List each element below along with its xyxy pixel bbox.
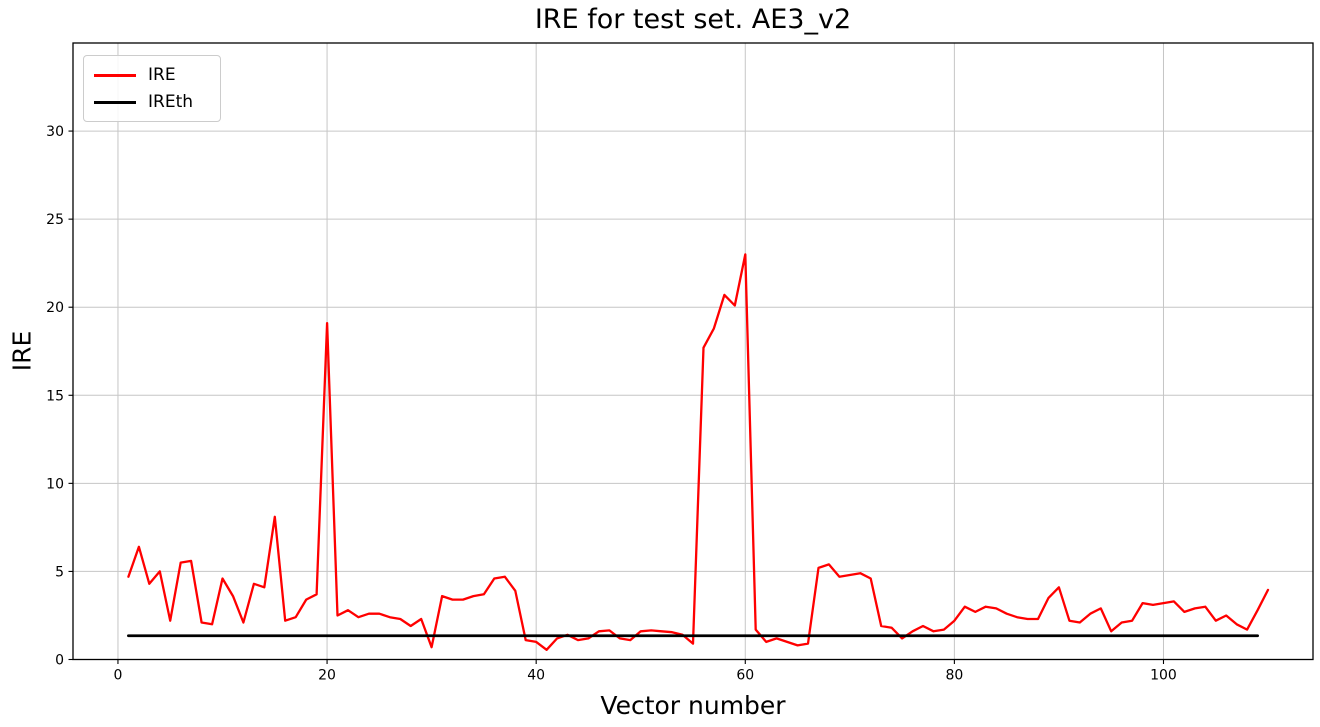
y-tick-label: 10 <box>46 476 64 492</box>
legend-label-ireth: IREth <box>148 91 194 112</box>
chart-title: IRE for test set. AE3_v2 <box>534 4 852 35</box>
legend-label-ire: IRE <box>148 65 176 85</box>
x-tick-label: 100 <box>1150 668 1177 684</box>
y-tick-label: 5 <box>55 564 64 580</box>
x-tick-label: 20 <box>318 668 336 684</box>
x-axis-label: Vector number <box>600 691 786 720</box>
x-tick-label: 60 <box>736 668 754 684</box>
y-tick-label: 20 <box>46 300 64 316</box>
y-tick-label: 25 <box>46 212 64 228</box>
x-tick-label: 80 <box>945 668 963 684</box>
x-tick-label: 0 <box>113 668 122 684</box>
legend-line-sample-ire <box>94 73 136 77</box>
y-tick-label: 0 <box>55 653 64 669</box>
y-tick-label: 15 <box>46 388 64 404</box>
axes-frame <box>72 42 1314 661</box>
legend: IRE IREth <box>83 55 221 123</box>
legend-line-sample-ireth <box>94 100 136 104</box>
y-axis-label: IRE <box>7 330 37 372</box>
legend-row-ire: IRE <box>92 62 212 89</box>
ire-line <box>127 253 1270 651</box>
legend-row-ireth: IREth <box>92 89 212 116</box>
x-tick-label: 40 <box>527 668 545 684</box>
y-tick-label: 30 <box>46 124 64 140</box>
